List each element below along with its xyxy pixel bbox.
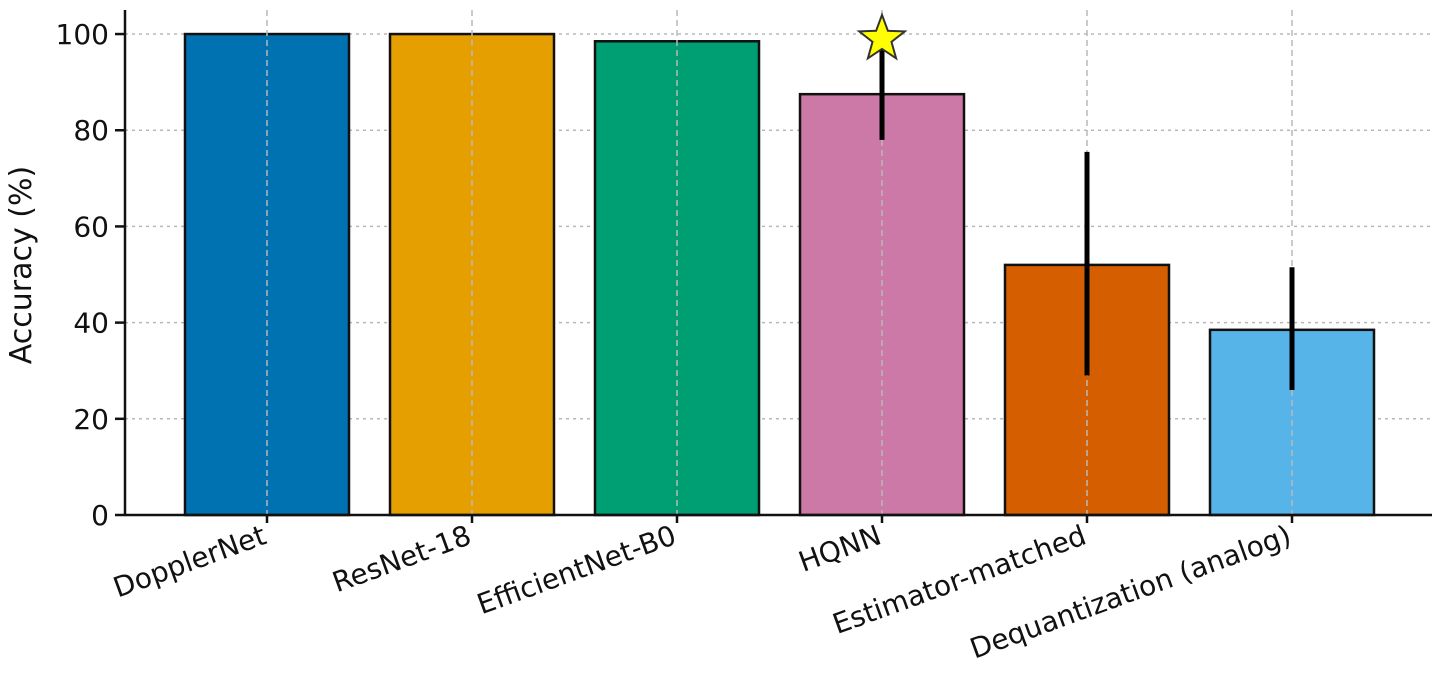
x-tick-label-resnet-18: ResNet-18 bbox=[328, 519, 475, 600]
error-bars-layer bbox=[856, 12, 1295, 390]
axes-layer bbox=[115, 10, 1432, 523]
y-tick-label-20: 20 bbox=[73, 403, 109, 436]
x-tick-label-efficientnet-b0: EfficientNet-B0 bbox=[473, 519, 681, 622]
x-tick-label-dequantization-analog: Dequantization (analog) bbox=[966, 519, 1296, 666]
star-icon bbox=[856, 12, 908, 61]
y-tick-label-0: 0 bbox=[91, 499, 109, 532]
x-tick-label-hqnn: HQNN bbox=[794, 519, 885, 579]
x-tick-label-dopplernet: DopplerNet bbox=[109, 519, 271, 605]
y-axis-title: Accuracy (%) bbox=[4, 166, 39, 364]
y-tick-label-100: 100 bbox=[56, 18, 109, 51]
y-tick-label-80: 80 bbox=[73, 114, 109, 147]
y-tick-label-60: 60 bbox=[73, 210, 109, 243]
bars-layer bbox=[183, 32, 1376, 517]
y-tick-label-40: 40 bbox=[73, 307, 109, 340]
